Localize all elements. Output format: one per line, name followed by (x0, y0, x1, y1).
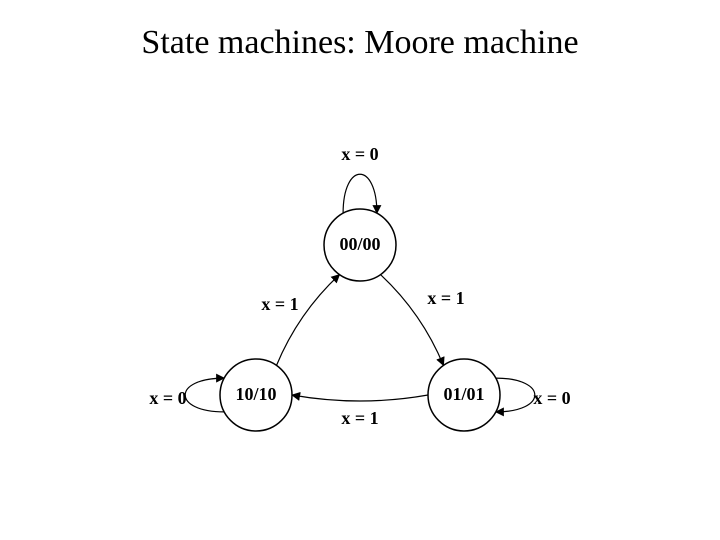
self-loop-s01 (496, 378, 535, 412)
state-label-s10: 10/10 (235, 384, 276, 404)
state-label-s01: 01/01 (443, 384, 484, 404)
state-label-s00: 00/00 (339, 234, 380, 254)
edge-label: x = 0 (533, 388, 570, 408)
edge-label: x = 0 (341, 144, 378, 164)
self-loop-s10 (185, 378, 224, 412)
edge-s01-s10 (292, 395, 428, 401)
edge-label: x = 1 (341, 408, 378, 428)
edge-s10-s00 (277, 275, 340, 366)
edge-label: x = 0 (149, 388, 186, 408)
edge-label: x = 1 (261, 294, 298, 314)
moore-machine-diagram: x = 0 x = 0 x = 0 x = 1 x = 1 x = 1 00/00 10/10… (0, 0, 720, 540)
edge-label: x = 1 (427, 288, 464, 308)
self-loop-s00 (343, 174, 377, 213)
